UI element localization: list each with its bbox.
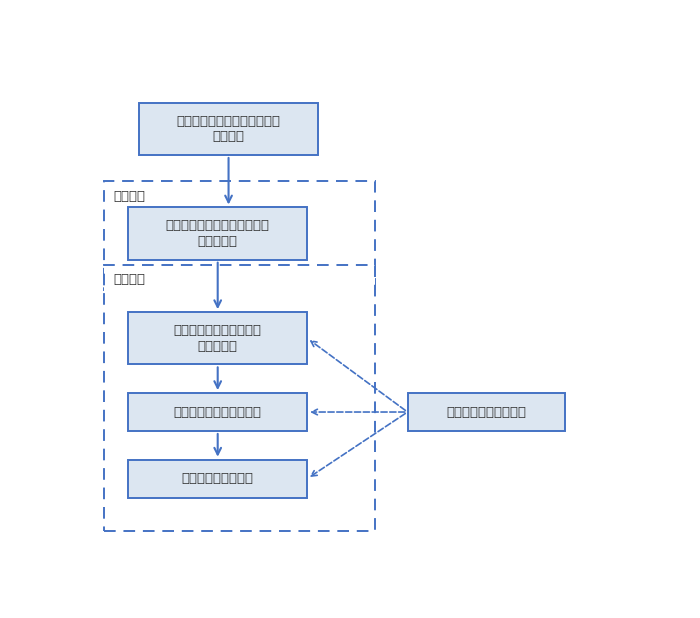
Text: （学長）: （学長） xyxy=(213,130,244,143)
Text: 安全保障輸出管理担当者: 安全保障輸出管理担当者 xyxy=(174,405,262,418)
Bar xyxy=(104,181,375,290)
Text: 一次審査: 一次審査 xyxy=(113,273,146,286)
Text: （副学長）: （副学長） xyxy=(197,235,238,248)
Text: 教職員等及び学生等: 教職員等及び学生等 xyxy=(182,472,253,485)
Text: 安全保障輸出管理統括責任者: 安全保障輸出管理統括責任者 xyxy=(166,219,270,232)
Bar xyxy=(139,103,318,155)
Text: 安全保障輸出管理最高責任者: 安全保障輸出管理最高責任者 xyxy=(176,114,281,127)
Text: 安全保障輸出管理責任者: 安全保障輸出管理責任者 xyxy=(174,324,262,337)
Bar xyxy=(128,460,307,497)
Bar xyxy=(128,312,307,365)
Text: 二次審査: 二次審査 xyxy=(113,190,146,203)
Bar xyxy=(128,208,307,260)
Text: 輸出管理アドバイザー: 輸出管理アドバイザー xyxy=(446,405,526,418)
Bar xyxy=(407,393,565,431)
Text: （部局長）: （部局長） xyxy=(197,340,238,353)
Bar xyxy=(104,265,375,531)
Bar xyxy=(128,393,307,431)
